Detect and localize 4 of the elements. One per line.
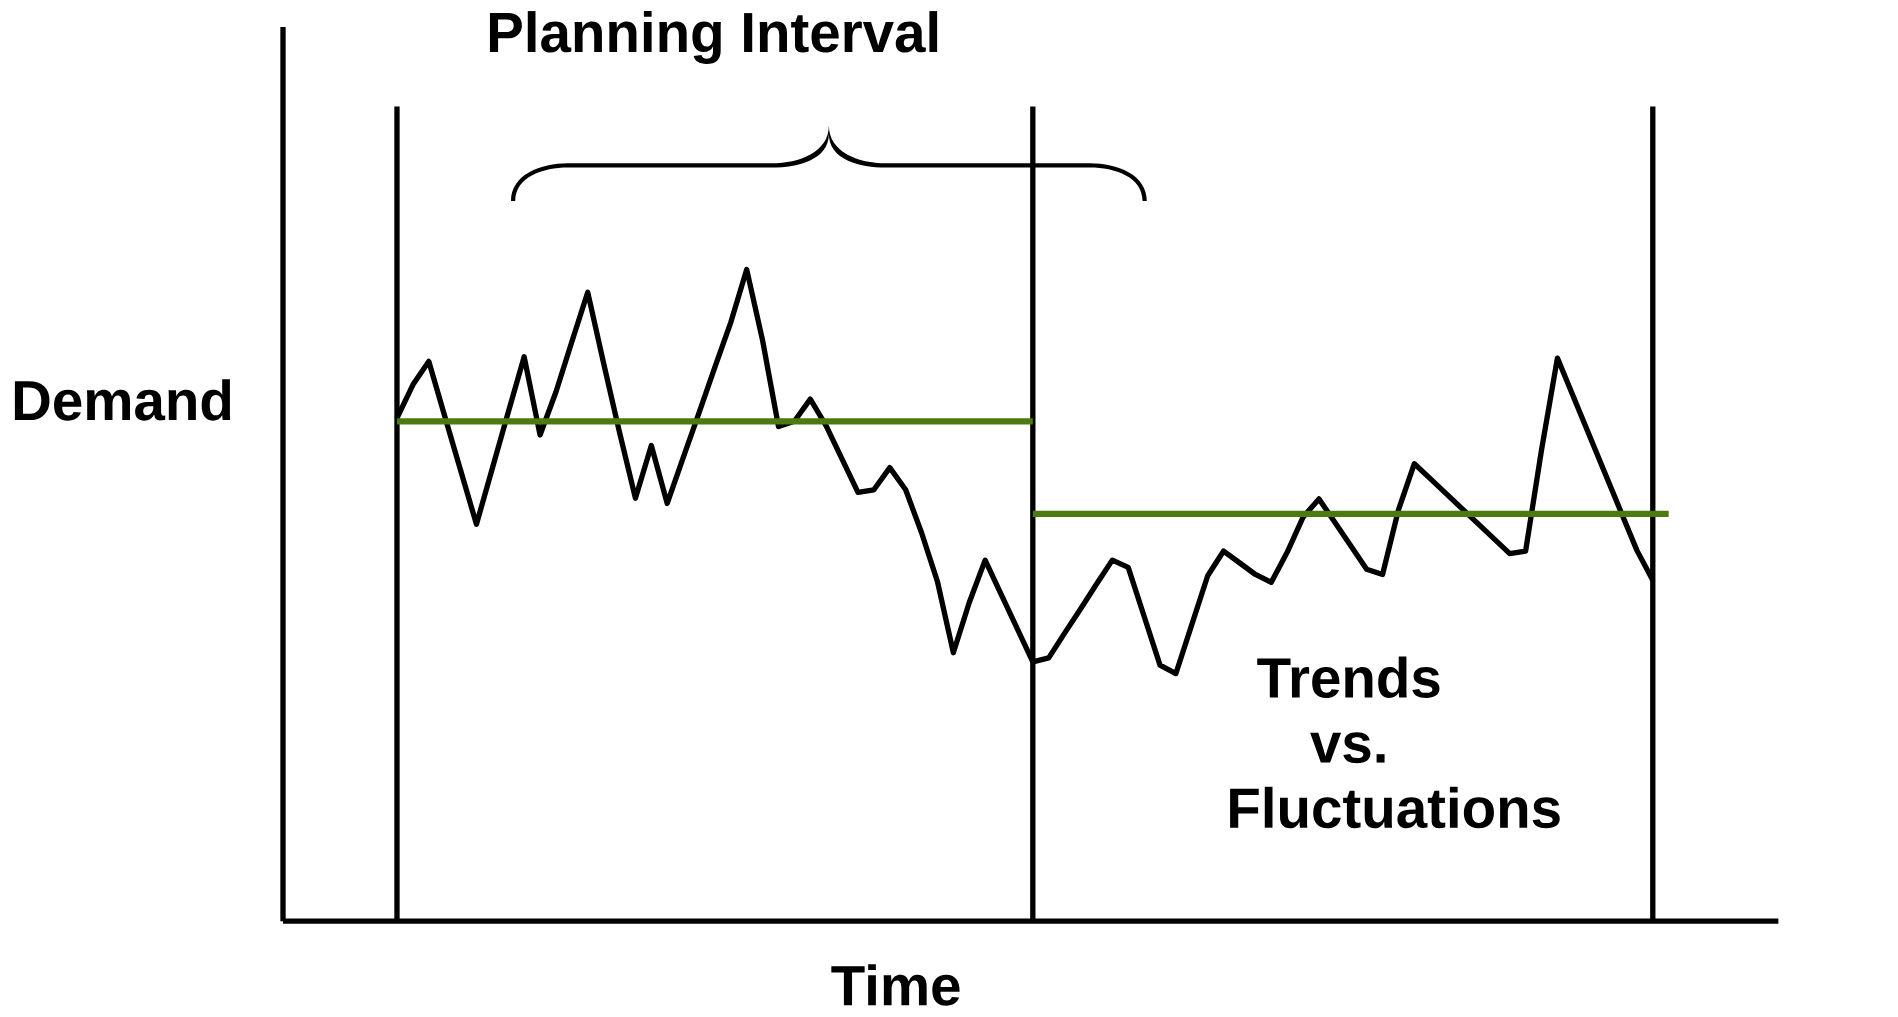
x-axis-title: Time (831, 964, 960, 1006)
chart-title: Planning Interval (489, 11, 938, 65)
annotation: Trends vs. Fluctuations (1230, 656, 1560, 829)
y-axis-title: Demand (14, 379, 231, 421)
